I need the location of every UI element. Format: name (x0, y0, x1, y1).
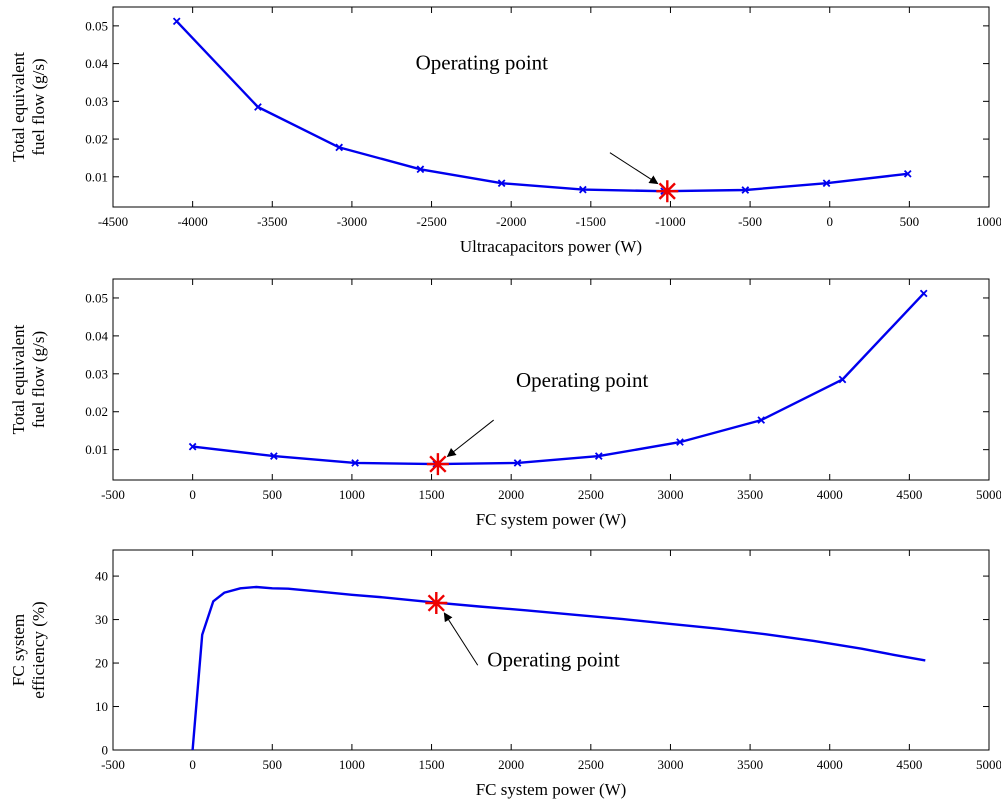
y-axis-label-line: fuel flow (g/s) (29, 58, 48, 155)
y-tick-label: 0.02 (85, 132, 108, 147)
y-tick-label: 0 (102, 743, 109, 758)
y-axis-label-line: FC system (9, 614, 28, 686)
operating-point-marker (425, 592, 448, 614)
operating-point-marker (426, 453, 449, 476)
y-tick-label: 0.01 (85, 169, 108, 184)
x-tick-label: -500 (738, 214, 762, 229)
x-tick-label: 5000 (976, 487, 1001, 502)
x-tick-label: 4500 (896, 487, 922, 502)
x-tick-label: 0 (189, 487, 196, 502)
y-tick-label: 0.04 (85, 328, 108, 343)
x-tick-label: 2000 (498, 487, 524, 502)
x-tick-label: 2000 (498, 757, 524, 772)
y-tick-label: 0.05 (85, 18, 108, 33)
data-point (903, 169, 912, 178)
series-line (175, 20, 908, 193)
annotation-text: Operating point (487, 648, 620, 672)
x-tick-label: 4000 (817, 487, 843, 502)
x-tick-label: 1000 (339, 757, 365, 772)
series-line (192, 292, 925, 466)
y-tick-label: 30 (95, 612, 108, 627)
x-tick-label: -3500 (257, 214, 287, 229)
data-point (497, 179, 506, 188)
x-tick-label: 5000 (976, 757, 1001, 772)
x-tick-label: -3000 (337, 214, 367, 229)
chart-panel-3: -500 0 500 1000 1500 2000 2500 3000 3500 4000 4500… (9, 549, 1001, 799)
x-tick-label: -4500 (98, 214, 128, 229)
x-tick-label: 4500 (896, 757, 922, 772)
chart-panel-1: -4500 -4000 -3500 -3000 -2500 -2000 -1500 -1000… (9, 6, 1001, 256)
data-point (822, 179, 831, 188)
x-tick-label: 3500 (737, 487, 763, 502)
y-axis-label: Total equivalentfuel flow (g/s) (9, 52, 48, 162)
y-tick-label: 0.04 (85, 56, 108, 71)
y-axis-label-line: efficiency (%) (29, 601, 48, 698)
y-axis-label-line: Total equivalent (9, 324, 28, 434)
data-point (513, 459, 522, 467)
plot-frame (112, 6, 990, 208)
x-tick-label: -500 (101, 487, 125, 502)
x-axis-label: Ultracapacitors power (W) (460, 237, 642, 256)
x-axis-label: FC system power (W) (476, 510, 627, 529)
x-tick-label: 1000 (976, 214, 1001, 229)
plot-frame (112, 549, 990, 751)
annotation-arrow (443, 612, 479, 666)
x-tick-label: 3500 (737, 757, 763, 772)
x-tick-label: 0 (189, 757, 196, 772)
y-axis-label-line: fuel flow (g/s) (29, 331, 48, 428)
x-tick-label: -500 (101, 757, 125, 772)
x-tick-label: 500 (263, 487, 283, 502)
operating-point-marker (656, 180, 679, 203)
x-tick-label: 2500 (578, 757, 604, 772)
x-tick-label: 2500 (578, 487, 604, 502)
data-point (919, 289, 928, 298)
x-tick-label: -2500 (416, 214, 446, 229)
annotation-text: Operating point (516, 368, 649, 392)
y-tick-label: 0.03 (85, 94, 108, 109)
y-tick-label: 0.03 (85, 366, 108, 381)
x-tick-label: 0 (826, 214, 833, 229)
x-tick-label: 500 (263, 757, 283, 772)
annotation-arrow (609, 152, 659, 185)
data-point (676, 438, 684, 446)
y-tick-label: 0.05 (85, 290, 108, 305)
data-point (594, 452, 603, 460)
y-tick-label: 10 (95, 699, 108, 714)
x-tick-label: 1500 (419, 487, 445, 502)
annotation-text: Operating point (416, 50, 549, 74)
x-tick-label: 500 (900, 214, 920, 229)
x-tick-label: 1500 (419, 757, 445, 772)
y-tick-label: 20 (95, 656, 108, 671)
data-point (838, 375, 847, 384)
y-tick-label: 0.01 (85, 442, 108, 457)
x-tick-label: 1000 (339, 487, 365, 502)
data-point (416, 165, 425, 174)
data-point (270, 452, 278, 460)
data-point (351, 459, 359, 467)
y-axis-label: Total equivalentfuel flow (g/s) (9, 324, 48, 434)
y-tick-label: 0.02 (85, 404, 108, 419)
y-axis-label: FC systemefficiency (%) (9, 601, 48, 698)
chart-panel-2: -500 0 500 1000 1500 2000 2500 3000 3500 4000 4500… (9, 278, 1001, 529)
data-point (172, 17, 181, 26)
plot-frame (112, 278, 990, 481)
y-axis-label-line: Total equivalent (9, 52, 28, 162)
data-point (757, 416, 766, 424)
x-tick-label: 3000 (657, 487, 683, 502)
data-point (741, 186, 750, 194)
x-axis-label: FC system power (W) (476, 780, 627, 799)
x-tick-label: -2000 (496, 214, 526, 229)
x-tick-label: -1500 (576, 214, 606, 229)
x-tick-label: 4000 (817, 757, 843, 772)
data-point (335, 143, 344, 152)
data-point (254, 103, 262, 111)
data-point (579, 185, 587, 194)
x-tick-label: 3000 (657, 757, 683, 772)
y-tick-label: 40 (95, 569, 108, 584)
x-tick-label: -1000 (655, 214, 685, 229)
x-tick-label: -4000 (177, 214, 207, 229)
annotation-arrow (446, 419, 494, 458)
data-point (188, 442, 197, 451)
